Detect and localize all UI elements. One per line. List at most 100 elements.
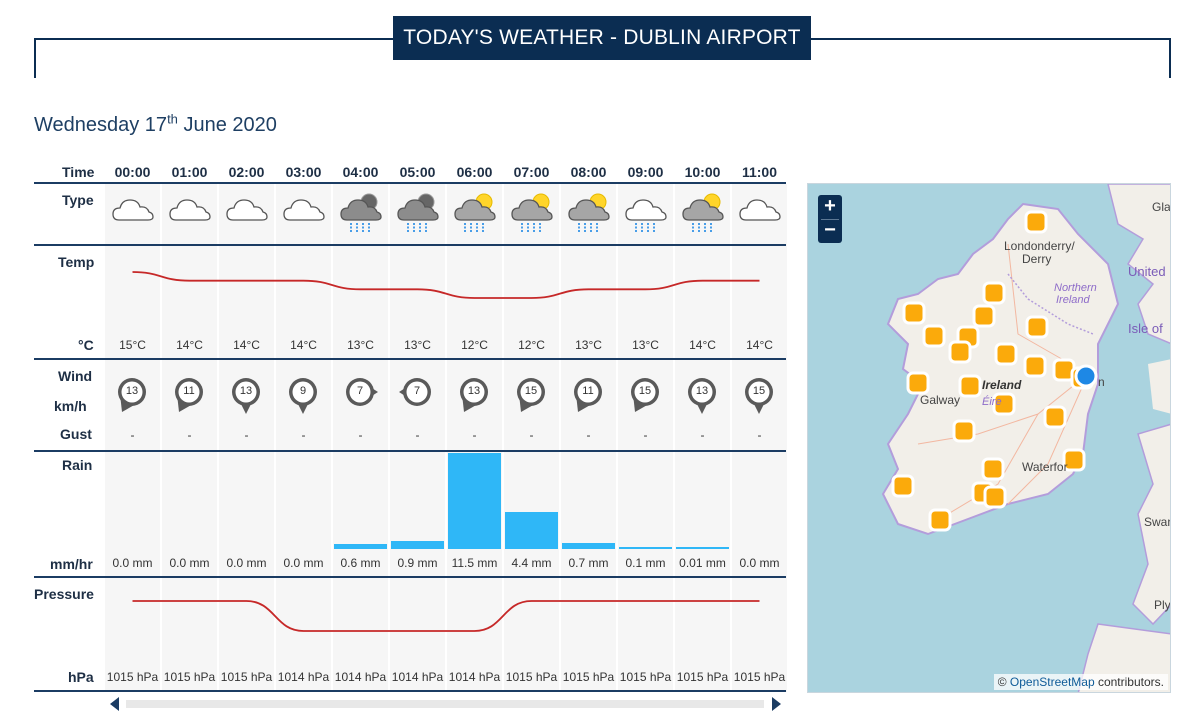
pressure-value: 1015 hPa	[676, 670, 729, 684]
weather-rain-sun-icon	[560, 190, 617, 241]
hour-time-label: 09:00	[627, 164, 664, 180]
row-divider	[34, 182, 786, 184]
temperature-value: 14°C	[746, 338, 773, 352]
banner-frame-right	[1169, 38, 1171, 78]
wind-direction-icon: 15	[739, 372, 796, 421]
page-title: TODAY'S WEATHER - DUBLIN AIRPORT	[393, 16, 811, 60]
row-divider	[34, 576, 786, 578]
hour-time-label: 07:00	[513, 164, 550, 180]
wind-direction-icon: 11	[169, 372, 226, 421]
map-zoom-control: + −	[818, 195, 842, 243]
scroll-left-arrow[interactable]	[110, 697, 119, 711]
wind-speed-value: 9	[299, 385, 307, 397]
map-label-northern: Northern	[1054, 282, 1097, 294]
hour-time-label: 08:00	[570, 164, 607, 180]
hourly-forecast-table: Time Type Temp °C Wind km/h Gust Rain mm…	[34, 160, 788, 692]
gust-value: -	[643, 428, 648, 442]
temperature-value: 14°C	[176, 338, 203, 352]
hour-time-label: 04:00	[342, 164, 379, 180]
temperature-value: 14°C	[290, 338, 317, 352]
wind-speed-value: 7	[356, 385, 364, 397]
map-label-n: n	[1098, 375, 1105, 389]
row-label-pressure-unit: hPa	[68, 669, 94, 685]
hour-column	[276, 184, 331, 692]
rain-bar	[562, 543, 615, 549]
gust-value: -	[130, 428, 135, 442]
pressure-value: 1014 hPa	[391, 670, 444, 684]
hour-column	[333, 184, 388, 692]
wind-speed-value: 13	[125, 385, 139, 397]
map-label-ireland-n: Ireland	[1056, 294, 1090, 306]
rain-bar	[505, 512, 558, 549]
hour-column	[390, 184, 445, 692]
row-label-temp-unit: °C	[78, 337, 94, 353]
weather-cloud-icon	[731, 190, 788, 241]
gust-value: -	[472, 428, 477, 442]
row-label-temp: Temp	[58, 254, 95, 270]
row-label-time: Time	[62, 164, 95, 180]
map-label-ireland: Ireland	[982, 378, 1022, 392]
row-label-wind-unit: km/h	[54, 398, 87, 414]
hour-time-label: 02:00	[228, 164, 265, 180]
map-canvas	[881, 184, 1170, 692]
zoom-in-button[interactable]: +	[824, 195, 836, 217]
temperature-value: 13°C	[404, 338, 431, 352]
rain-bar	[334, 543, 387, 549]
map-label-ply: Ply	[1154, 598, 1171, 612]
temperature-line	[132, 271, 760, 299]
wind-speed-value: 7	[413, 385, 421, 397]
hour-time-label: 06:00	[456, 164, 493, 180]
hour-time-label: 10:00	[684, 164, 721, 180]
weather-cloud-icon	[161, 190, 218, 241]
weather-rain-sun-icon	[446, 190, 503, 241]
row-label-pressure: Pressure	[34, 586, 94, 602]
row-label-wind: Wind	[58, 368, 93, 384]
osm-link[interactable]: OpenStreetMap	[1009, 675, 1095, 689]
hour-column	[447, 184, 502, 692]
row-label-gust: Gust	[60, 426, 92, 442]
gust-value: -	[358, 428, 363, 442]
row-divider	[34, 450, 786, 452]
weather-rain-night-icon	[389, 190, 446, 241]
gust-value: -	[415, 428, 420, 442]
row-divider	[34, 358, 786, 360]
horizontal-scrollbar[interactable]	[126, 700, 764, 708]
zoom-out-button[interactable]: −	[824, 219, 836, 241]
wind-direction-icon: 11	[568, 372, 625, 421]
row-divider	[34, 244, 786, 246]
map-label-united: United	[1128, 264, 1166, 279]
pressure-value: 1015 hPa	[220, 670, 273, 684]
temperature-value: 13°C	[575, 338, 602, 352]
wind-direction-icon: 13	[454, 372, 511, 421]
row-label-type: Type	[62, 192, 94, 208]
hour-time-label: 00:00	[114, 164, 151, 180]
rain-value: 0.1 mm	[625, 556, 666, 570]
map-label-ireland-irish: Éire	[982, 396, 1002, 408]
zoom-separator	[821, 218, 839, 220]
pressure-value: 1015 hPa	[733, 670, 786, 684]
hour-column	[162, 184, 217, 692]
rain-value: 0.0 mm	[739, 556, 780, 570]
temperature-value: 15°C	[119, 338, 146, 352]
wind-speed-value: 13	[239, 385, 253, 397]
map-label-galway: Galway	[920, 393, 961, 407]
hour-column	[618, 184, 673, 692]
weather-rain-night-icon	[332, 190, 389, 241]
gust-value: -	[301, 428, 306, 442]
pressure-value: 1015 hPa	[562, 670, 615, 684]
hour-column	[675, 184, 730, 692]
pressure-value: 1014 hPa	[334, 670, 387, 684]
rain-value: 0.7 mm	[568, 556, 609, 570]
scroll-right-arrow[interactable]	[772, 697, 781, 711]
temperature-value: 13°C	[632, 338, 659, 352]
row-label-rain: Rain	[62, 457, 93, 473]
gust-value: -	[187, 428, 192, 442]
rain-bar	[391, 541, 444, 549]
pressure-value: 1014 hPa	[277, 670, 330, 684]
station-map[interactable]: Londonderry/ Derry Northern Ireland Unit…	[807, 183, 1171, 693]
weather-cloud-icon	[104, 190, 161, 241]
map-attribution: © OpenStreetMap contributors.	[993, 674, 1168, 690]
map-label-isle-of: Isle of	[1128, 321, 1163, 336]
hour-time-label: 03:00	[285, 164, 322, 180]
map-label-derry: Derry	[1022, 252, 1052, 266]
